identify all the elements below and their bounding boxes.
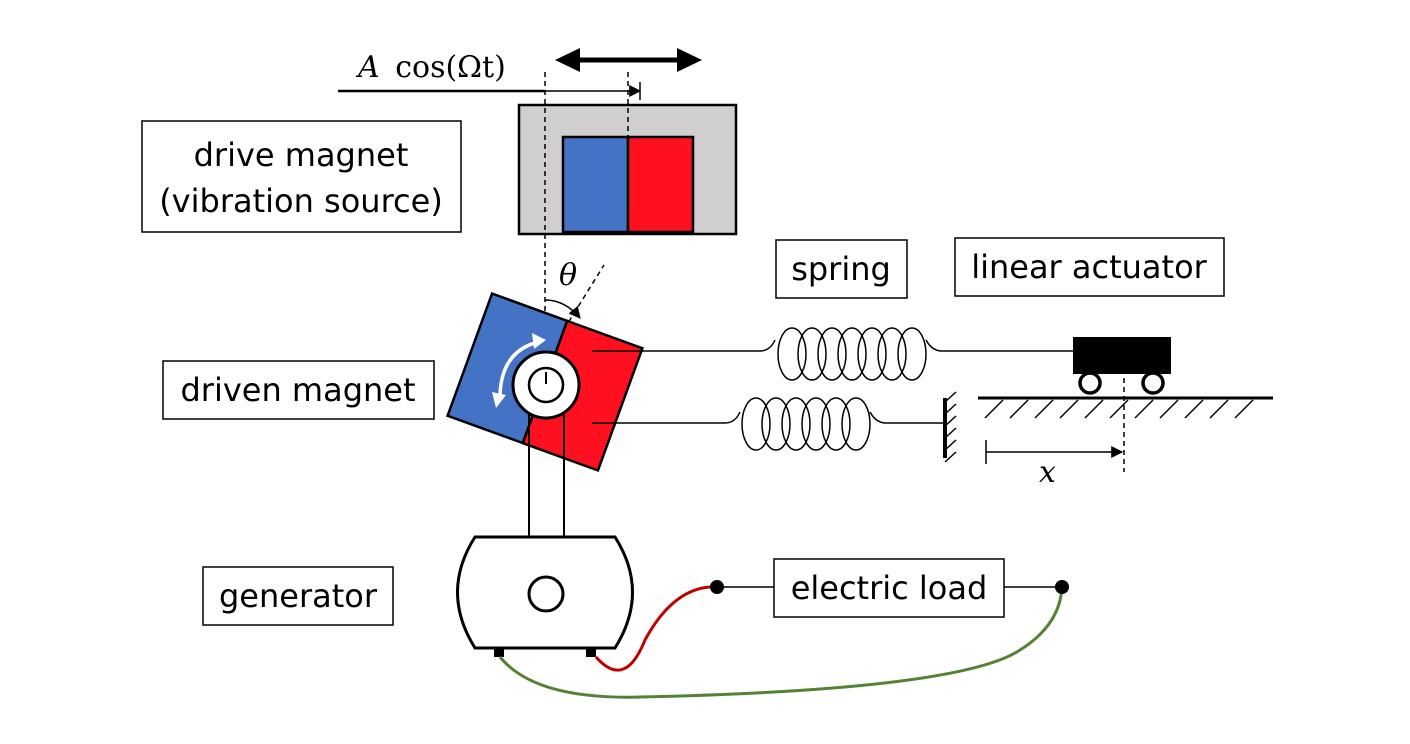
driven-magnet-label-box: driven magnet — [162, 360, 435, 420]
cart-wheel-left — [1078, 371, 1102, 395]
green-wire — [498, 586, 1064, 699]
driven-magnet-label: driven magnet — [180, 371, 415, 409]
curved-double-arrow-icon — [492, 333, 546, 408]
angle-theta-label: θ — [559, 258, 577, 293]
upper-spring — [759, 327, 1075, 381]
drive-magnet-label-line2: (vibration source) — [159, 182, 443, 220]
excitation-label: A cos(Ωt) — [355, 50, 506, 85]
spring-label-box: spring — [775, 239, 908, 299]
drive-magnet-label-box: drive magnet (vibration source) — [141, 120, 462, 233]
generator-label: generator — [219, 577, 378, 615]
cart-wheel-right — [1141, 371, 1165, 395]
red-wire — [594, 585, 718, 672]
ground — [978, 396, 1273, 419]
wall-anchor — [943, 391, 957, 463]
generator-pulley — [527, 575, 565, 613]
driven-pulley-inner — [527, 366, 565, 404]
lower-spring — [724, 397, 945, 451]
drive-magnet-blue-pole — [561, 135, 630, 234]
spring-label: spring — [791, 250, 891, 288]
electric-load-label: electric load — [791, 569, 988, 607]
excitation-displacement-arrow — [338, 82, 642, 100]
generator-label-box: generator — [202, 566, 394, 626]
linear-actuator-label: linear actuator — [971, 248, 1207, 286]
generator-terminal-left — [494, 647, 504, 657]
angle-arc — [544, 299, 581, 319]
generator-terminal-right — [586, 647, 596, 657]
linear-actuator-label-box: linear actuator — [954, 237, 1225, 297]
electric-load-label-box: electric load — [773, 558, 1005, 618]
displacement-x-label: x — [1039, 455, 1056, 490]
drive-magnet-red-pole — [626, 135, 695, 234]
oscillation-arrow-icon — [555, 48, 702, 72]
drive-magnet — [517, 103, 738, 236]
drive-magnet-label-line1: drive magnet — [194, 136, 409, 174]
linear-actuator-cart — [1073, 337, 1171, 395]
